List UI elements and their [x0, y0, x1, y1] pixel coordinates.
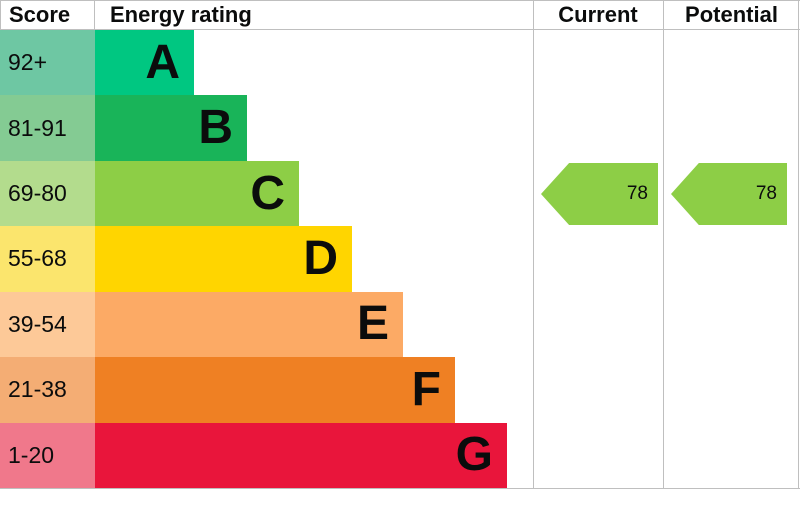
score-range-e: 39-54 — [0, 291, 95, 358]
rating-letter-g: G — [455, 428, 493, 482]
rating-letter-a: A — [145, 35, 180, 89]
current-column-header: Current — [558, 2, 638, 27]
band-row-e: 39-54 E — [0, 291, 800, 358]
rating-letter-e: E — [356, 297, 389, 351]
score-range-b: 81-91 — [0, 95, 95, 161]
band-row-b: 81-91 B — [0, 95, 800, 161]
chart-header-row: Score Energy rating Current Potential — [0, 0, 800, 30]
rating-bar-b: B — [95, 95, 247, 161]
band-row-d: 55-68 D — [0, 226, 800, 292]
rating-letter-f: F — [411, 362, 441, 416]
energy-rating-column-header: Energy rating — [110, 2, 252, 27]
score-range-f: 21-38 — [0, 357, 95, 423]
score-range-d: 55-68 — [0, 226, 95, 292]
band-row-c: 69-80 C — [0, 160, 800, 227]
divider-current-potential — [663, 0, 664, 489]
divider-right-edge — [798, 0, 799, 489]
rating-bar-d: D — [95, 226, 352, 292]
score-range-g: 1-20 — [0, 422, 95, 488]
rating-bar-g: G — [95, 422, 507, 488]
score-range-c: 69-80 — [0, 160, 95, 227]
potential-rating-value: 78 — [755, 183, 777, 204]
potential-column-header: Potential — [685, 2, 778, 27]
rating-bands: 92+ A 81-91 B 69-80 C 55-68 D 39-54 E 21… — [0, 30, 800, 488]
score-range-a: 92+ — [0, 30, 95, 96]
rating-letter-c: C — [250, 166, 285, 220]
current-rating-value: 78 — [626, 183, 648, 204]
rating-letter-b: B — [198, 101, 233, 155]
rating-bar-a: A — [95, 30, 194, 96]
divider-rating-current — [533, 0, 534, 489]
band-row-f: 21-38 F — [0, 357, 800, 423]
score-column-header: Score — [0, 1, 95, 29]
chart-bottom-border — [0, 488, 800, 489]
rating-letter-d: D — [303, 231, 338, 285]
current-rating-arrow: 78 — [541, 163, 658, 225]
rating-bar-f: F — [95, 357, 455, 423]
band-row-a: 92+ A — [0, 30, 800, 96]
band-row-g: 1-20 G — [0, 422, 800, 488]
rating-bar-c: C — [95, 160, 299, 227]
potential-rating-arrow: 78 — [671, 163, 787, 225]
rating-bar-e: E — [95, 291, 403, 358]
